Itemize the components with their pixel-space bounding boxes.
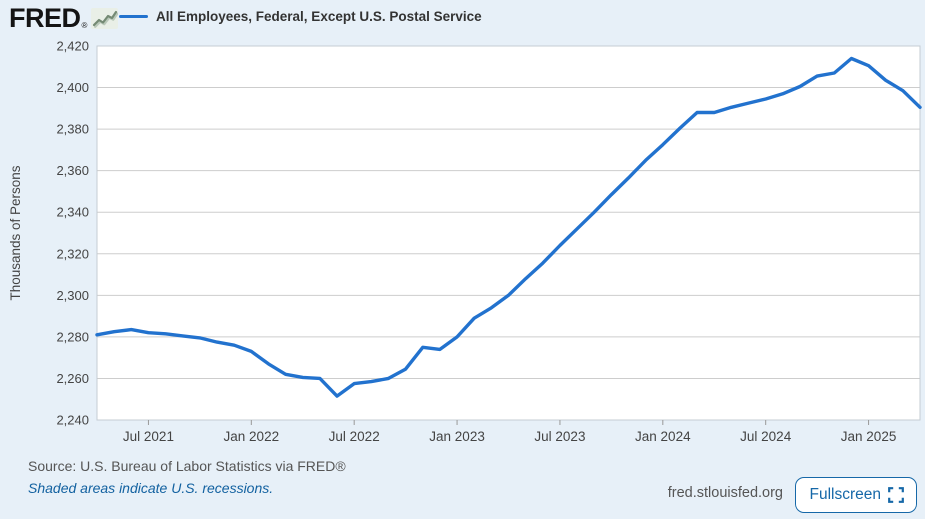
x-tick-label: Jul 2024 [740,429,792,444]
y-tick-label: 2,300 [56,288,89,303]
y-tick-label: 2,360 [56,163,89,178]
y-tick-label: 2,400 [56,80,89,95]
y-tick-label: 2,280 [56,329,89,344]
recession-shading-link[interactable]: Shaded areas indicate U.S. recessions. [28,480,274,496]
fred-logo-registered-mark: ® [81,21,88,30]
x-tick-label: Jan 2023 [429,429,485,444]
chart-header: FRED ® All Employees, Federal, Except U.… [0,0,925,38]
x-tick-label: Jul 2023 [534,429,585,444]
plot-area [97,46,920,420]
y-tick-label: 2,340 [56,205,89,220]
y-tick-label: 2,260 [56,371,89,386]
x-tick-label: Jan 2025 [841,429,897,444]
legend-series-line-swatch [119,15,148,18]
fullscreen-button[interactable]: Fullscreen [794,477,917,513]
x-tick-label: Jul 2022 [329,429,380,444]
x-tick-label: Jan 2024 [635,429,691,444]
chart-legend: All Employees, Federal, Except U.S. Post… [119,9,482,24]
fred-logo-text: FRED [9,3,81,33]
fred-logo: FRED ® [9,3,119,33]
fred-sparkline-icon [91,7,119,29]
fullscreen-expand-icon [888,487,904,503]
legend-series-label: All Employees, Federal, Except U.S. Post… [156,9,482,24]
y-tick-label: 2,240 [56,413,89,428]
plot-border [96,45,921,421]
y-tick-label: 2,420 [56,39,89,54]
employment-line-chart[interactable]: 2,240 2,260 2,280 2,300 2,320 2,340 2,360 2,380… [0,0,925,452]
source-attribution: Source: U.S. Bureau of Labor Statistics … [28,458,346,474]
fred-site-url: fred.stlouisfed.org [667,485,783,501]
x-tick-label: Jan 2022 [224,429,280,444]
y-tick-label: 2,320 [56,246,89,261]
y-tick-label: 2,380 [56,122,89,137]
data-series-line[interactable] [95,56,922,398]
fullscreen-button-label: Fullscreen [809,486,882,503]
y-axis-title: Thousands of Persons [8,165,23,300]
x-tick-label: Jul 2021 [123,429,174,444]
